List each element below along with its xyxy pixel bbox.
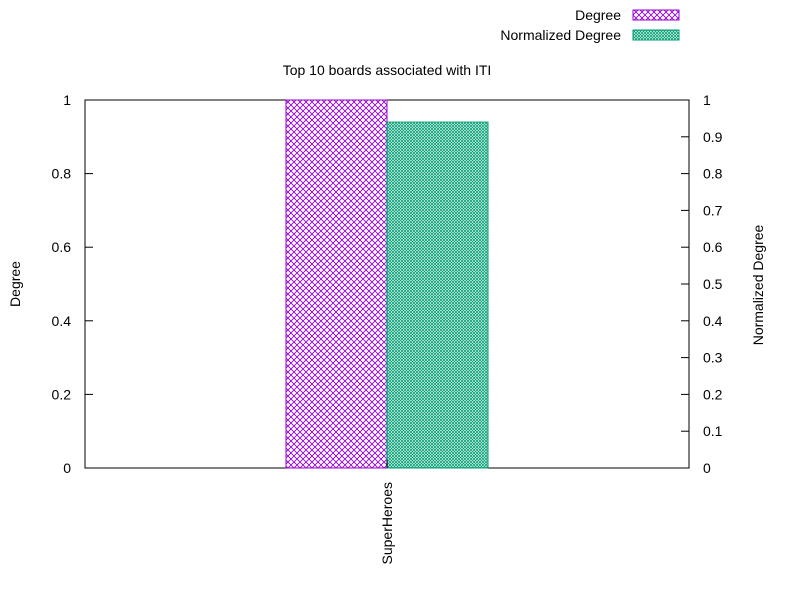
y2-tick-label: 0.9 [703, 129, 723, 145]
bar-degree [285, 99, 388, 469]
x-tick-label: SuperHeroes [379, 482, 395, 565]
axes: 0 0.2 0.4 0.6 0.8 1 0 0.1 0.2 0.3 0.4 0.5 0.6 0.7 0.8 0… [52, 92, 723, 565]
legend: Degree Normalized Degree [500, 7, 680, 43]
legend-label: Normalized Degree [500, 27, 621, 43]
y2-tick-label: 0.3 [703, 350, 723, 366]
legend-label: Degree [575, 7, 621, 23]
y-axis-label: Degree [7, 261, 23, 307]
y2-axis-label: Normalized Degree [750, 224, 766, 345]
y2-tick-label: 0.7 [703, 202, 723, 218]
y2-tick-label: 1 [703, 92, 711, 108]
y2-tick-label: 0.1 [703, 423, 723, 439]
y2-tick-label: 0 [703, 460, 711, 476]
y-tick-label: 0 [63, 460, 71, 476]
y2-tick-label: 0.6 [703, 239, 723, 255]
y-tick-label: 0.2 [52, 386, 72, 402]
y-tick-label: 1 [63, 92, 71, 108]
y-tick-label: 0.6 [52, 239, 72, 255]
y2-tick-label: 0.4 [703, 313, 723, 329]
y2-tick-label: 0.5 [703, 276, 723, 292]
legend-swatch [632, 29, 680, 41]
bar-normalized-degree [386, 121, 489, 469]
y-tick-label: 0.8 [52, 166, 72, 182]
chart-title: Top 10 boards associated with ITI [283, 62, 492, 78]
bars [285, 99, 489, 469]
y-tick-label: 0.4 [52, 313, 72, 329]
y2-tick-label: 0.2 [703, 386, 723, 402]
y2-tick-label: 0.8 [703, 166, 723, 182]
legend-swatch [632, 9, 680, 21]
